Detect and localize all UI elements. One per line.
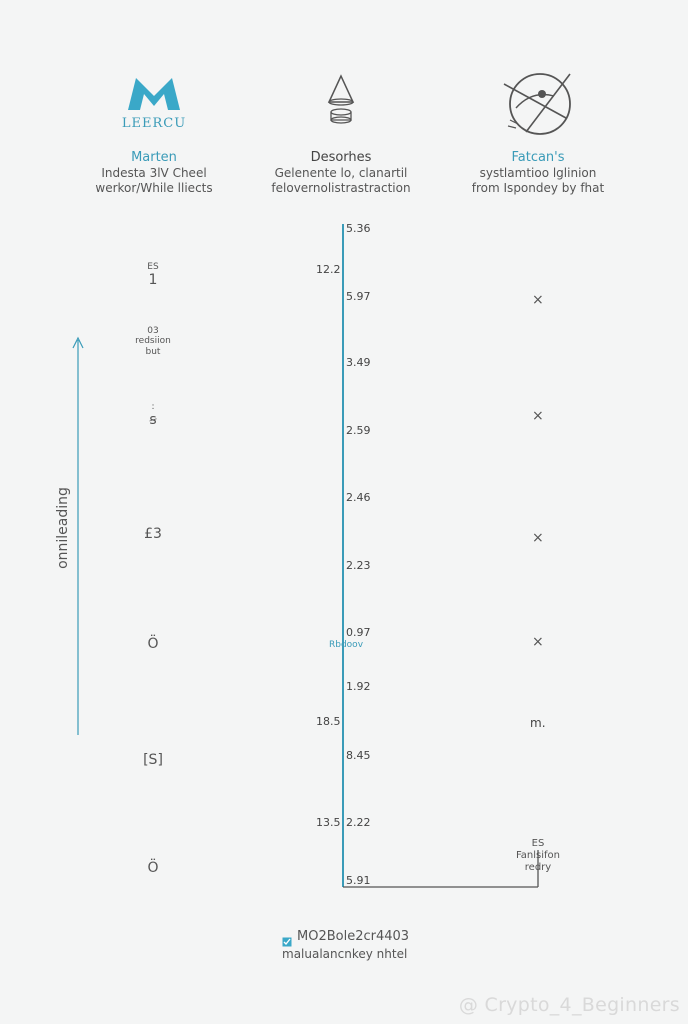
x-mark-icon: × [532, 292, 544, 308]
axis-tick-label: 2.23 [346, 559, 371, 572]
left-column-item: :ꞩ [149, 402, 157, 428]
right-label-1: m. [530, 716, 546, 730]
x-mark-icon: × [532, 408, 544, 424]
axis-tick-label: 0.97 [346, 626, 371, 639]
axis-tick-label: 2.22 [346, 816, 371, 829]
left-column-item: ES 1 [147, 262, 159, 288]
axis-tick-label: 5.91 [346, 874, 371, 887]
axis-tick-label: 5.97 [346, 290, 371, 303]
m-logo-icon [128, 78, 180, 110]
axis-left-marker: 12.2 [316, 263, 341, 276]
axis-inline-label: Rbdoov [329, 640, 364, 650]
right-label-2: ES Fanlsifon redry [515, 838, 561, 873]
vertical-label: onnileading [54, 487, 71, 569]
axis-tick-label: 5.36 [346, 222, 371, 235]
axis-tick-label: 2.46 [346, 491, 371, 504]
axis-tick-label: 2.59 [346, 424, 371, 437]
left-column-item: [S] [143, 752, 163, 768]
check-square-icon [282, 932, 292, 951]
x-mark-icon: × [532, 634, 544, 650]
axis-left-marker: 13.5 [316, 816, 341, 829]
column-title: Marten [131, 150, 177, 165]
axis-tick-label: 1.92 [346, 680, 371, 693]
cone-stack-icon [327, 74, 355, 124]
x-mark-icon: × [532, 530, 544, 546]
logo-text: LEERCU [121, 116, 187, 131]
axis-tick-label: 3.49 [346, 356, 371, 369]
crossed-circle-icon [503, 73, 571, 135]
column-title: Fatcan's [511, 150, 565, 165]
left-column-item: £3 [144, 526, 162, 542]
watermark: @ Crypto_4_Beginners [458, 994, 680, 1016]
axis-left-marker: 18.5 [316, 715, 341, 728]
axis-tick-label: 8.45 [346, 749, 371, 762]
left-column-item: Ö [147, 636, 159, 652]
column-desc-3: systlamtioo lglinion from Ispondey by fh… [471, 166, 605, 195]
left-column-item: Ö [147, 860, 159, 876]
column-desc-1: Indesta 3lV Cheel werkor/While lliects [95, 166, 213, 195]
footer-line-2: malualancnkey nhtel [282, 947, 408, 961]
footer-line-1: MO2Bole2cr4403 [297, 929, 410, 944]
left-column-item: 03 redsiion but [135, 326, 171, 357]
column-desc-2: Gelenente lo, clanartil felovernolistras… [271, 166, 411, 195]
column-title: Desorhes [310, 150, 372, 165]
